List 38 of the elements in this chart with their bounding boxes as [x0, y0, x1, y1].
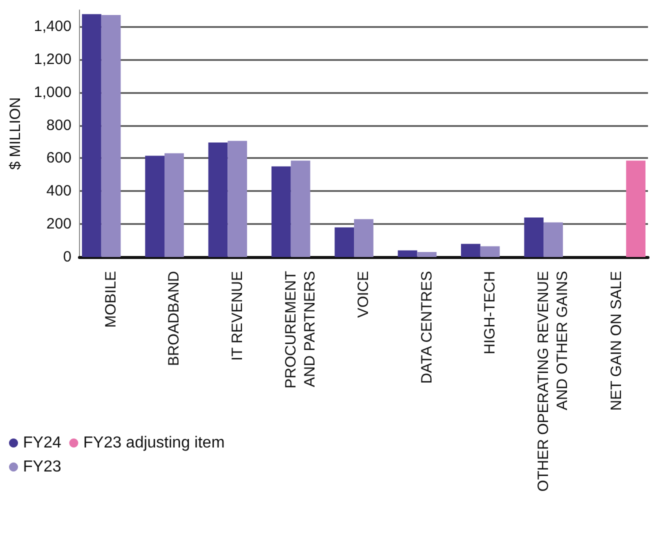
- bar: [626, 160, 646, 257]
- bar: [164, 153, 184, 257]
- y-tick-label: 800: [46, 116, 72, 134]
- x-tick-label: VOICE: [355, 271, 372, 318]
- x-tick-label: PROCUREMENT AND PARTNERS: [282, 271, 319, 389]
- bar: [461, 244, 480, 257]
- y-tick-label: 200: [46, 216, 72, 233]
- legend-label: FY23: [23, 458, 62, 476]
- x-tick-label: HIGH-TECH: [482, 271, 499, 354]
- bar: [524, 217, 544, 257]
- legend-label: FY23 adjusting item: [83, 434, 225, 452]
- x-tick-label: MOBILE: [102, 271, 120, 328]
- bar: [145, 156, 165, 257]
- bar: [82, 14, 102, 257]
- x-tick-label: IT REVENUE: [228, 271, 246, 361]
- x-tick-label: BROADBAND: [166, 270, 183, 366]
- bar: [480, 246, 500, 257]
- y-tick-label: 1,200: [34, 50, 72, 68]
- y-tick-label: 1,000: [34, 84, 72, 101]
- bar: [228, 140, 248, 257]
- bar: [290, 160, 310, 257]
- bar: [208, 142, 228, 257]
- bar: [334, 227, 354, 257]
- y-tick-label: 0: [63, 248, 72, 266]
- bar: [544, 222, 563, 257]
- bar: [417, 252, 437, 257]
- x-tick-label: DATA CENTRES: [418, 271, 436, 384]
- bar: [101, 14, 121, 257]
- x-tick-label: NET GAIN ON SALE: [608, 271, 625, 411]
- y-axis-title: $ MILLION: [7, 97, 24, 170]
- y-tick-label: 600: [46, 150, 72, 167]
- x-tick-label: OTHER OPERATING REVENUE AND OTHER GAINS: [535, 271, 572, 492]
- bar: [398, 250, 418, 257]
- bar: [271, 166, 291, 257]
- bar: [354, 219, 374, 257]
- y-tick-label: 400: [46, 182, 72, 200]
- y-tick-label: 1,400: [34, 18, 72, 35]
- legend-label: FY24: [23, 434, 62, 452]
